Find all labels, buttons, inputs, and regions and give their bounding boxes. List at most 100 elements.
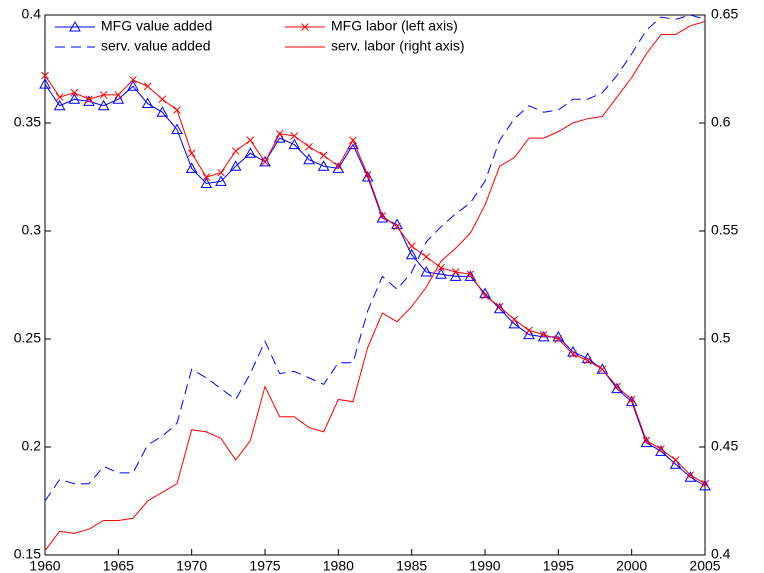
marker-triangle [156, 106, 169, 117]
marker-x [525, 326, 533, 335]
marker-x [114, 91, 123, 99]
legend-label: serv. value added [101, 38, 210, 54]
marker-triangle [215, 175, 227, 186]
marker-x [305, 142, 313, 151]
marker-x [173, 106, 181, 114]
y2-tick-label: 0.5 [711, 330, 731, 346]
marker-x [613, 382, 621, 391]
y-tick-label: 0.35 [14, 114, 41, 130]
marker-x [583, 356, 592, 365]
marker-x [319, 151, 328, 160]
marker-triangle [229, 160, 242, 171]
marker-x [275, 129, 284, 138]
marker-x [671, 456, 680, 464]
marker-x [539, 330, 548, 339]
marker-triangle [68, 93, 81, 104]
marker-triangle [317, 160, 330, 171]
marker-x [55, 93, 64, 101]
x-tick-label: 1975 [249, 558, 280, 573]
marker-x [378, 212, 387, 220]
marker-x [41, 71, 49, 80]
marker-x [598, 365, 607, 374]
marker-x [466, 270, 475, 279]
marker-x [129, 75, 137, 84]
marker-x [187, 149, 196, 158]
marker-x [657, 445, 665, 454]
marker-x [495, 302, 504, 311]
marker-triangle [200, 177, 213, 188]
marker-triangle [332, 162, 345, 173]
marker-x [422, 253, 431, 261]
y2-tick-label: 0.6 [711, 114, 731, 130]
marker-triangle [625, 395, 638, 407]
marker-triangle [185, 162, 198, 173]
legend-label: MFG value added [101, 18, 212, 34]
marker-triangle [699, 479, 711, 491]
plot-frame [44, 14, 706, 556]
x-tick-label: 1960 [29, 558, 60, 573]
marker-x [569, 350, 577, 358]
x-tick-label: 1980 [323, 558, 354, 573]
marker-x [231, 147, 240, 155]
marker-triangle [405, 248, 418, 260]
x-tick-label: 1970 [176, 558, 207, 573]
series-line [44, 83, 706, 487]
series-line [44, 75, 706, 485]
marker-x [642, 436, 651, 445]
marker-triangle [112, 93, 125, 104]
x-tick-label: 1990 [469, 558, 500, 573]
marker-triangle [83, 95, 95, 106]
y-tick-label: 0.2 [22, 438, 42, 454]
legend-label: serv. labor (right axis) [331, 38, 465, 54]
marker-triangle [596, 363, 609, 374]
marker-x [290, 132, 299, 140]
marker-x [686, 471, 695, 479]
marker-x [349, 136, 357, 145]
y2-tick-label: 0.55 [711, 222, 738, 238]
marker-triangle [127, 80, 139, 91]
y2-tick-label: 0.45 [711, 438, 738, 454]
marker-triangle [171, 123, 183, 134]
marker-triangle [361, 170, 374, 182]
marker-triangle [97, 99, 110, 111]
marker-triangle [303, 153, 315, 165]
marker-x [261, 158, 269, 166]
marker-x [363, 170, 372, 179]
marker-triangle [288, 138, 301, 150]
marker-x [99, 91, 108, 99]
marker-x [554, 335, 563, 343]
marker-triangle [53, 99, 66, 111]
y2-tick-label: 0.65 [711, 6, 738, 22]
marker-triangle [244, 147, 257, 158]
marker-x [510, 315, 519, 324]
x-tick-label: 1985 [396, 558, 427, 573]
legend-label: MFG labor (left axis) [331, 18, 458, 34]
marker-x [334, 162, 343, 171]
marker-triangle [39, 78, 51, 89]
x-tick-label: 1965 [103, 558, 134, 573]
marker-x [158, 95, 167, 104]
marker-triangle [141, 97, 154, 109]
marker-triangle [508, 317, 521, 329]
marker-triangle [449, 270, 462, 281]
marker-x [217, 168, 225, 177]
marker-triangle [69, 20, 81, 32]
marker-x [701, 479, 709, 488]
marker-triangle [464, 270, 477, 281]
series-line [44, 14, 706, 502]
marker-x [85, 95, 93, 104]
series-line [44, 21, 706, 551]
y-tick-label: 0.15 [14, 546, 41, 562]
y-tick-label: 0.25 [14, 330, 41, 346]
x-tick-label: 1995 [543, 558, 574, 573]
marker-x [407, 242, 416, 250]
marker-triangle [420, 266, 433, 277]
x-tick-label: 2000 [616, 558, 647, 573]
marker-x [393, 222, 401, 231]
marker-triangle [435, 268, 447, 279]
marker-x [70, 88, 79, 97]
y-tick-label: 0.3 [22, 222, 42, 238]
y2-tick-label: 0.4 [711, 546, 731, 562]
